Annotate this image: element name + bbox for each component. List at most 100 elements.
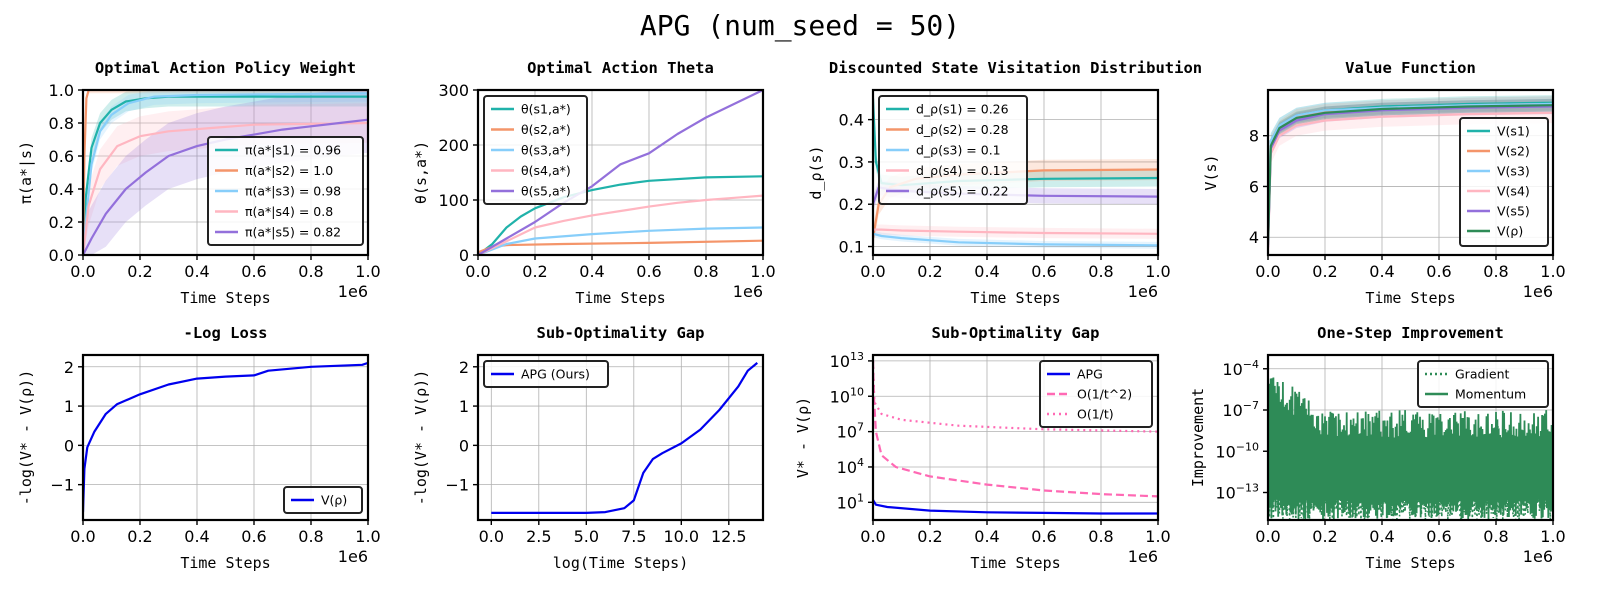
y-tick-label: 0.1 xyxy=(839,238,864,257)
legend-entry: θ(s1,a*) xyxy=(521,102,571,117)
y-tick-label: 10−7 xyxy=(1222,399,1259,420)
y-axis-label: V* - V(ρ) xyxy=(794,397,812,478)
panel-title: Sub-Optimality Gap xyxy=(537,324,705,342)
x-tick-label: 0.4 xyxy=(579,262,604,281)
y-axis-label: -log(V* - V(ρ)) xyxy=(412,370,430,505)
y-tick-label: 1.0 xyxy=(49,81,74,100)
panel-6: 0.0 2.5 5.0 7.5 10.0 12.5 −1 0 1 2 Sub-Optimality … xyxy=(412,324,765,572)
axes-frame xyxy=(871,353,1160,522)
series-band-3 xyxy=(1268,96,1553,253)
legend-entry: Momentum xyxy=(1455,387,1526,402)
series-line-1 xyxy=(83,361,368,513)
y-tick-label: 0.8 xyxy=(49,114,74,133)
series-line-5 xyxy=(1268,105,1553,248)
series-group xyxy=(1268,377,1553,520)
x-axis-label: Time Steps xyxy=(180,554,270,572)
y-tick-label: 10−13 xyxy=(1215,482,1259,503)
y-axis-label: d_ρ(s) xyxy=(807,145,825,199)
y-tick-label: 0.4 xyxy=(49,180,74,199)
y-tick-label: 1010 xyxy=(830,385,864,406)
panel-7: 0.0 0.2 0.4 0.6 0.8 1.0 101 104 107 1010 1013 1e6 Su… xyxy=(794,324,1171,572)
axes-frame xyxy=(81,353,370,522)
legend-entry: V(s3) xyxy=(1497,164,1530,179)
legend: APG (Ours) xyxy=(483,360,609,388)
panel-4: 0.0 0.2 0.4 0.6 0.8 1.0 4 6 8 1e6 Value Function Ti… xyxy=(1202,59,1566,307)
y-tick-label: 2 xyxy=(64,358,74,377)
x-tick-label: 0.6 xyxy=(241,262,266,281)
y-tick-label: 101 xyxy=(837,491,864,512)
y-tick-label: 0.2 xyxy=(49,213,74,232)
y-tick-label: 4 xyxy=(1249,228,1259,247)
panel-title: -Log Loss xyxy=(184,324,268,342)
legend-entry: θ(s3,a*) xyxy=(521,143,571,158)
legend-entry: θ(s5,a*) xyxy=(521,184,571,199)
x-tick-label: 12.5 xyxy=(711,527,747,546)
y-axis-label: Improvement xyxy=(1189,388,1207,487)
x-tick-label: 5.0 xyxy=(574,527,599,546)
y-tick-label: −1 xyxy=(50,476,74,495)
series-line-gradient xyxy=(1268,412,1553,520)
series-line-6 xyxy=(1268,104,1553,245)
x-tick-label: 0.6 xyxy=(636,262,661,281)
legend-box xyxy=(1417,360,1549,408)
y-tick-label: −1 xyxy=(445,476,469,495)
x-tick-label: 0.2 xyxy=(127,527,152,546)
x-tick-label: 0.6 xyxy=(241,527,266,546)
legend-entry: V(ρ) xyxy=(1497,224,1523,239)
y-axis-label: V(s) xyxy=(1202,154,1220,190)
y-tick-label: 1 xyxy=(459,397,469,416)
series-line-3 xyxy=(1268,102,1553,245)
legend-entry: d_ρ(s5) = 0.22 xyxy=(916,184,1009,199)
legend-entry: V(s4) xyxy=(1497,184,1530,199)
x-tick-label: 0.0 xyxy=(479,527,504,546)
x-axis-label: Time Steps xyxy=(575,289,665,307)
x-axis-label: log(Time Steps) xyxy=(553,554,688,572)
y-tick-label: 0.6 xyxy=(49,147,74,166)
series-line-momentum xyxy=(1268,377,1553,520)
y-tick-label: 10−4 xyxy=(1222,358,1259,379)
legend: V(ρ) xyxy=(283,486,363,514)
axes-frame xyxy=(81,88,370,257)
x-offset-text: 1e6 xyxy=(1523,547,1553,566)
series-line-4 xyxy=(478,194,763,255)
y-tick-label: 8 xyxy=(1249,127,1259,146)
y-tick-label: 104 xyxy=(837,456,864,477)
axes-frame xyxy=(1266,88,1555,257)
legend-entry: O(1/t^2) xyxy=(1077,387,1132,402)
x-tick-label: 0.0 xyxy=(70,527,95,546)
series-band-1 xyxy=(1268,95,1553,250)
x-tick-label: 0.6 xyxy=(1426,527,1451,546)
x-tick-label: 10.0 xyxy=(663,527,699,546)
series-line-4 xyxy=(1268,111,1553,250)
panel-5: 0.0 0.2 0.4 0.6 0.8 1.0 −1 0 1 2 1e6 -Log Loss Time … xyxy=(17,324,381,572)
legend-entry: π(a*|s2) = 1.0 xyxy=(245,163,333,178)
x-tick-label: 0.0 xyxy=(860,527,885,546)
legend-entry: π(a*|s3) = 0.98 xyxy=(245,184,341,199)
axes-frame xyxy=(476,353,765,522)
panel-1: 0.0 0.2 0.4 0.6 0.8 1.00.00.20.40.60.81.01e6O… xyxy=(17,59,381,307)
x-tick-label: 0.0 xyxy=(465,262,490,281)
x-tick-label: 0.8 xyxy=(693,262,718,281)
legend-box xyxy=(283,486,363,514)
x-axis-label: Time Steps xyxy=(180,289,270,307)
x-tick-label: 0.2 xyxy=(917,262,942,281)
y-tick-label: 0.2 xyxy=(839,195,864,214)
legend-entry: θ(s4,a*) xyxy=(521,163,571,178)
x-axis-label: Time Steps xyxy=(970,289,1060,307)
x-tick-label: 0.4 xyxy=(1369,262,1394,281)
panel-title: Sub-Optimality Gap xyxy=(932,324,1100,342)
panel-title: One-Step Improvement xyxy=(1317,324,1504,342)
x-tick-label: 0.8 xyxy=(298,262,323,281)
x-offset-text: 1e6 xyxy=(1128,547,1158,566)
series-band-3 xyxy=(83,90,368,255)
y-tick-label: 2 xyxy=(459,358,469,377)
legend-box xyxy=(878,95,1028,205)
x-tick-label: 1.0 xyxy=(1145,262,1170,281)
legend: θ(s1,a*) θ(s2,a*) θ(s3,a*) θ(s4,a*) θ(s5,a*) xyxy=(483,95,588,205)
y-tick-label: 0 xyxy=(459,436,469,455)
legend-entry: O(1/t) xyxy=(1077,407,1114,422)
series-line-2 xyxy=(478,239,763,254)
series-band-2 xyxy=(1268,96,1553,255)
x-tick-label: 2.5 xyxy=(526,527,551,546)
